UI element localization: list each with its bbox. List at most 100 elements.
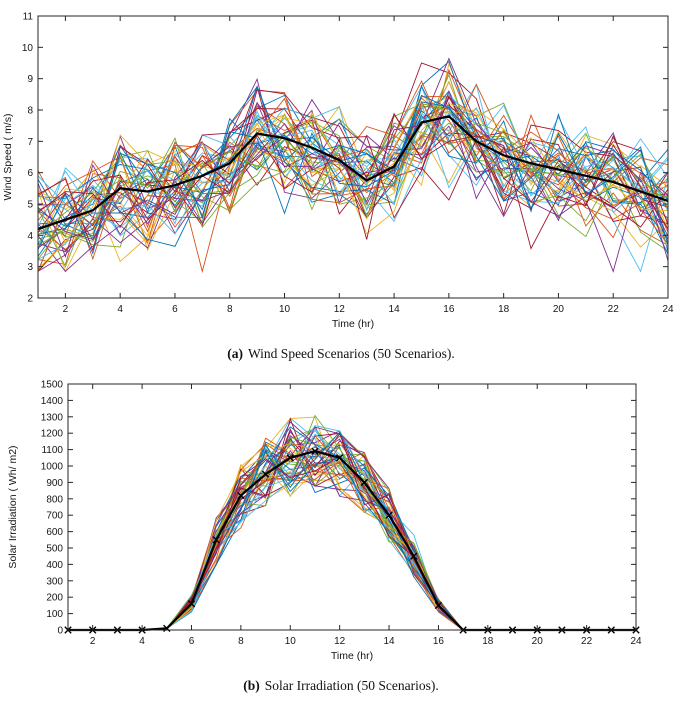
scenario-line bbox=[68, 425, 636, 631]
x-tick-label: 4 bbox=[139, 636, 145, 647]
scenario-line bbox=[37, 102, 669, 244]
y-tick-label: 10 bbox=[22, 43, 34, 54]
caption-a-text: Wind Speed Scenarios (50 Scenarios). bbox=[247, 346, 455, 361]
scenario-line bbox=[37, 101, 669, 253]
x-tick-label: 14 bbox=[383, 636, 395, 647]
x-tick-label: 18 bbox=[482, 636, 494, 647]
scenario-line bbox=[37, 60, 669, 240]
x-tick-label: 10 bbox=[279, 304, 291, 315]
y-tick-label: 200 bbox=[46, 593, 63, 604]
x-marker bbox=[261, 470, 270, 479]
scenario-line bbox=[68, 462, 636, 631]
y-tick-label: 1400 bbox=[41, 396, 64, 407]
x-marker bbox=[212, 536, 220, 544]
x-tick-label: 12 bbox=[334, 304, 346, 315]
scenario-line bbox=[68, 444, 636, 631]
x-tick-label: 6 bbox=[172, 304, 178, 315]
scenario-line bbox=[37, 80, 669, 261]
scenario-line bbox=[68, 430, 636, 631]
figure-page: 2 4 6 8 10 12 14 16 18 20 22 24 2 3 4 5 6 7 8 9 10 11 Time (hr… bbox=[0, 4, 682, 694]
y-tick-label: 5 bbox=[27, 200, 33, 211]
x-tick-label: 18 bbox=[498, 304, 510, 315]
y-tick-label: 1000 bbox=[41, 462, 64, 473]
x-tick-label: 8 bbox=[227, 304, 233, 315]
y-tick-label: 2 bbox=[27, 294, 33, 305]
x-marker bbox=[360, 478, 369, 487]
solar-axes bbox=[67, 383, 637, 631]
x-tick-label: 20 bbox=[532, 636, 544, 647]
scenario-line bbox=[37, 84, 669, 257]
x-tick-label: 10 bbox=[285, 636, 297, 647]
y-tick-label: 300 bbox=[46, 576, 63, 587]
x-marker bbox=[237, 492, 245, 500]
solar-tick-labels: 2 4 6 8 10 12 14 16 18 20 22 2401002003004005006007… bbox=[7, 380, 642, 663]
scenario-line bbox=[37, 62, 669, 263]
y-tick-label: 8 bbox=[27, 106, 33, 117]
scenario-line bbox=[37, 100, 669, 272]
caption-b-text: Solar Irradiation (50 Scenarios). bbox=[264, 678, 439, 694]
x-tick-label: 20 bbox=[553, 304, 565, 315]
x-tick-label: 2 bbox=[63, 304, 69, 315]
x-marker bbox=[187, 600, 196, 608]
solar-chart: 2 4 6 8 10 12 14 16 18 20 22 2401002003004005006007… bbox=[7, 380, 642, 663]
scenario-line bbox=[37, 93, 669, 248]
scenario-line bbox=[37, 94, 669, 255]
solar-scenario-lines bbox=[68, 414, 636, 631]
solar-irradiation-chart-mount: 2 4 6 8 10 12 14 16 18 20 22 24 0 100 200 300 400 500 600 7… bbox=[0, 374, 682, 674]
scenario-line bbox=[37, 106, 669, 260]
y-tick-label: 700 bbox=[46, 511, 63, 522]
wind-speed-chart-mount: 2 4 6 8 10 12 14 16 18 20 22 24 2 3 4 5 6 7 8 9 10 11 Time (hr… bbox=[0, 4, 682, 342]
caption-a: (a) Wind Speed Scenarios (50 Scenarios). bbox=[0, 346, 682, 362]
y-tick-label: 800 bbox=[46, 494, 63, 505]
x-tick-label: 4 bbox=[117, 304, 123, 315]
x-tick-label: 24 bbox=[662, 304, 674, 315]
wind-xlabel: Time (hr) bbox=[332, 318, 374, 330]
y-tick-label: 500 bbox=[46, 544, 63, 555]
scenario-line bbox=[37, 94, 669, 247]
y-tick-label: 400 bbox=[46, 560, 63, 571]
wind-ylabel: Wind Speed ( m/s) bbox=[2, 114, 14, 201]
y-tick-label: 9 bbox=[27, 74, 33, 85]
y-tick-label: 7 bbox=[27, 137, 33, 148]
scenario-line bbox=[68, 436, 636, 631]
scenario-line bbox=[68, 472, 636, 631]
scenario-line bbox=[37, 94, 669, 245]
scenario-line bbox=[68, 417, 636, 631]
wind-plot-box bbox=[37, 15, 669, 299]
y-tick-label: 1300 bbox=[41, 412, 64, 423]
y-tick-label: 600 bbox=[46, 527, 63, 538]
y-tick-label: 4 bbox=[27, 231, 33, 242]
y-tick-label: 900 bbox=[46, 478, 63, 489]
solar-xlabel: Time (hr) bbox=[331, 650, 373, 662]
scenario-line bbox=[68, 414, 636, 631]
x-tick-label: 16 bbox=[443, 304, 455, 315]
x-tick-label: 24 bbox=[630, 636, 642, 647]
scenario-line bbox=[37, 98, 669, 241]
caption-b-label: (b) bbox=[243, 678, 260, 694]
solar-plot-box bbox=[67, 383, 637, 631]
scenario-line bbox=[68, 435, 636, 631]
y-tick-label: 3 bbox=[27, 262, 33, 273]
y-tick-label: 1500 bbox=[41, 380, 64, 391]
wind-scenario-lines bbox=[37, 57, 669, 274]
x-tick-label: 14 bbox=[389, 304, 401, 315]
x-marker bbox=[335, 454, 344, 462]
x-tick-label: 6 bbox=[189, 636, 195, 647]
y-tick-label: 6 bbox=[27, 168, 33, 179]
caption-a-label: (a) bbox=[227, 346, 243, 361]
solar-mean-markers bbox=[64, 447, 640, 634]
x-tick-label: 12 bbox=[334, 636, 346, 647]
scenario-line bbox=[37, 102, 669, 270]
wind-axes bbox=[37, 15, 669, 299]
y-tick-label: 100 bbox=[46, 609, 63, 620]
x-tick-label: 8 bbox=[238, 636, 244, 647]
scenario-line bbox=[37, 85, 669, 249]
x-tick-label: 22 bbox=[581, 636, 593, 647]
scenario-line bbox=[37, 108, 669, 229]
x-marker bbox=[311, 447, 319, 456]
caption-b: (b) Solar Irradiation (50 Scenarios). bbox=[0, 678, 682, 694]
scenario-line bbox=[37, 105, 669, 272]
x-tick-label: 2 bbox=[90, 636, 96, 647]
